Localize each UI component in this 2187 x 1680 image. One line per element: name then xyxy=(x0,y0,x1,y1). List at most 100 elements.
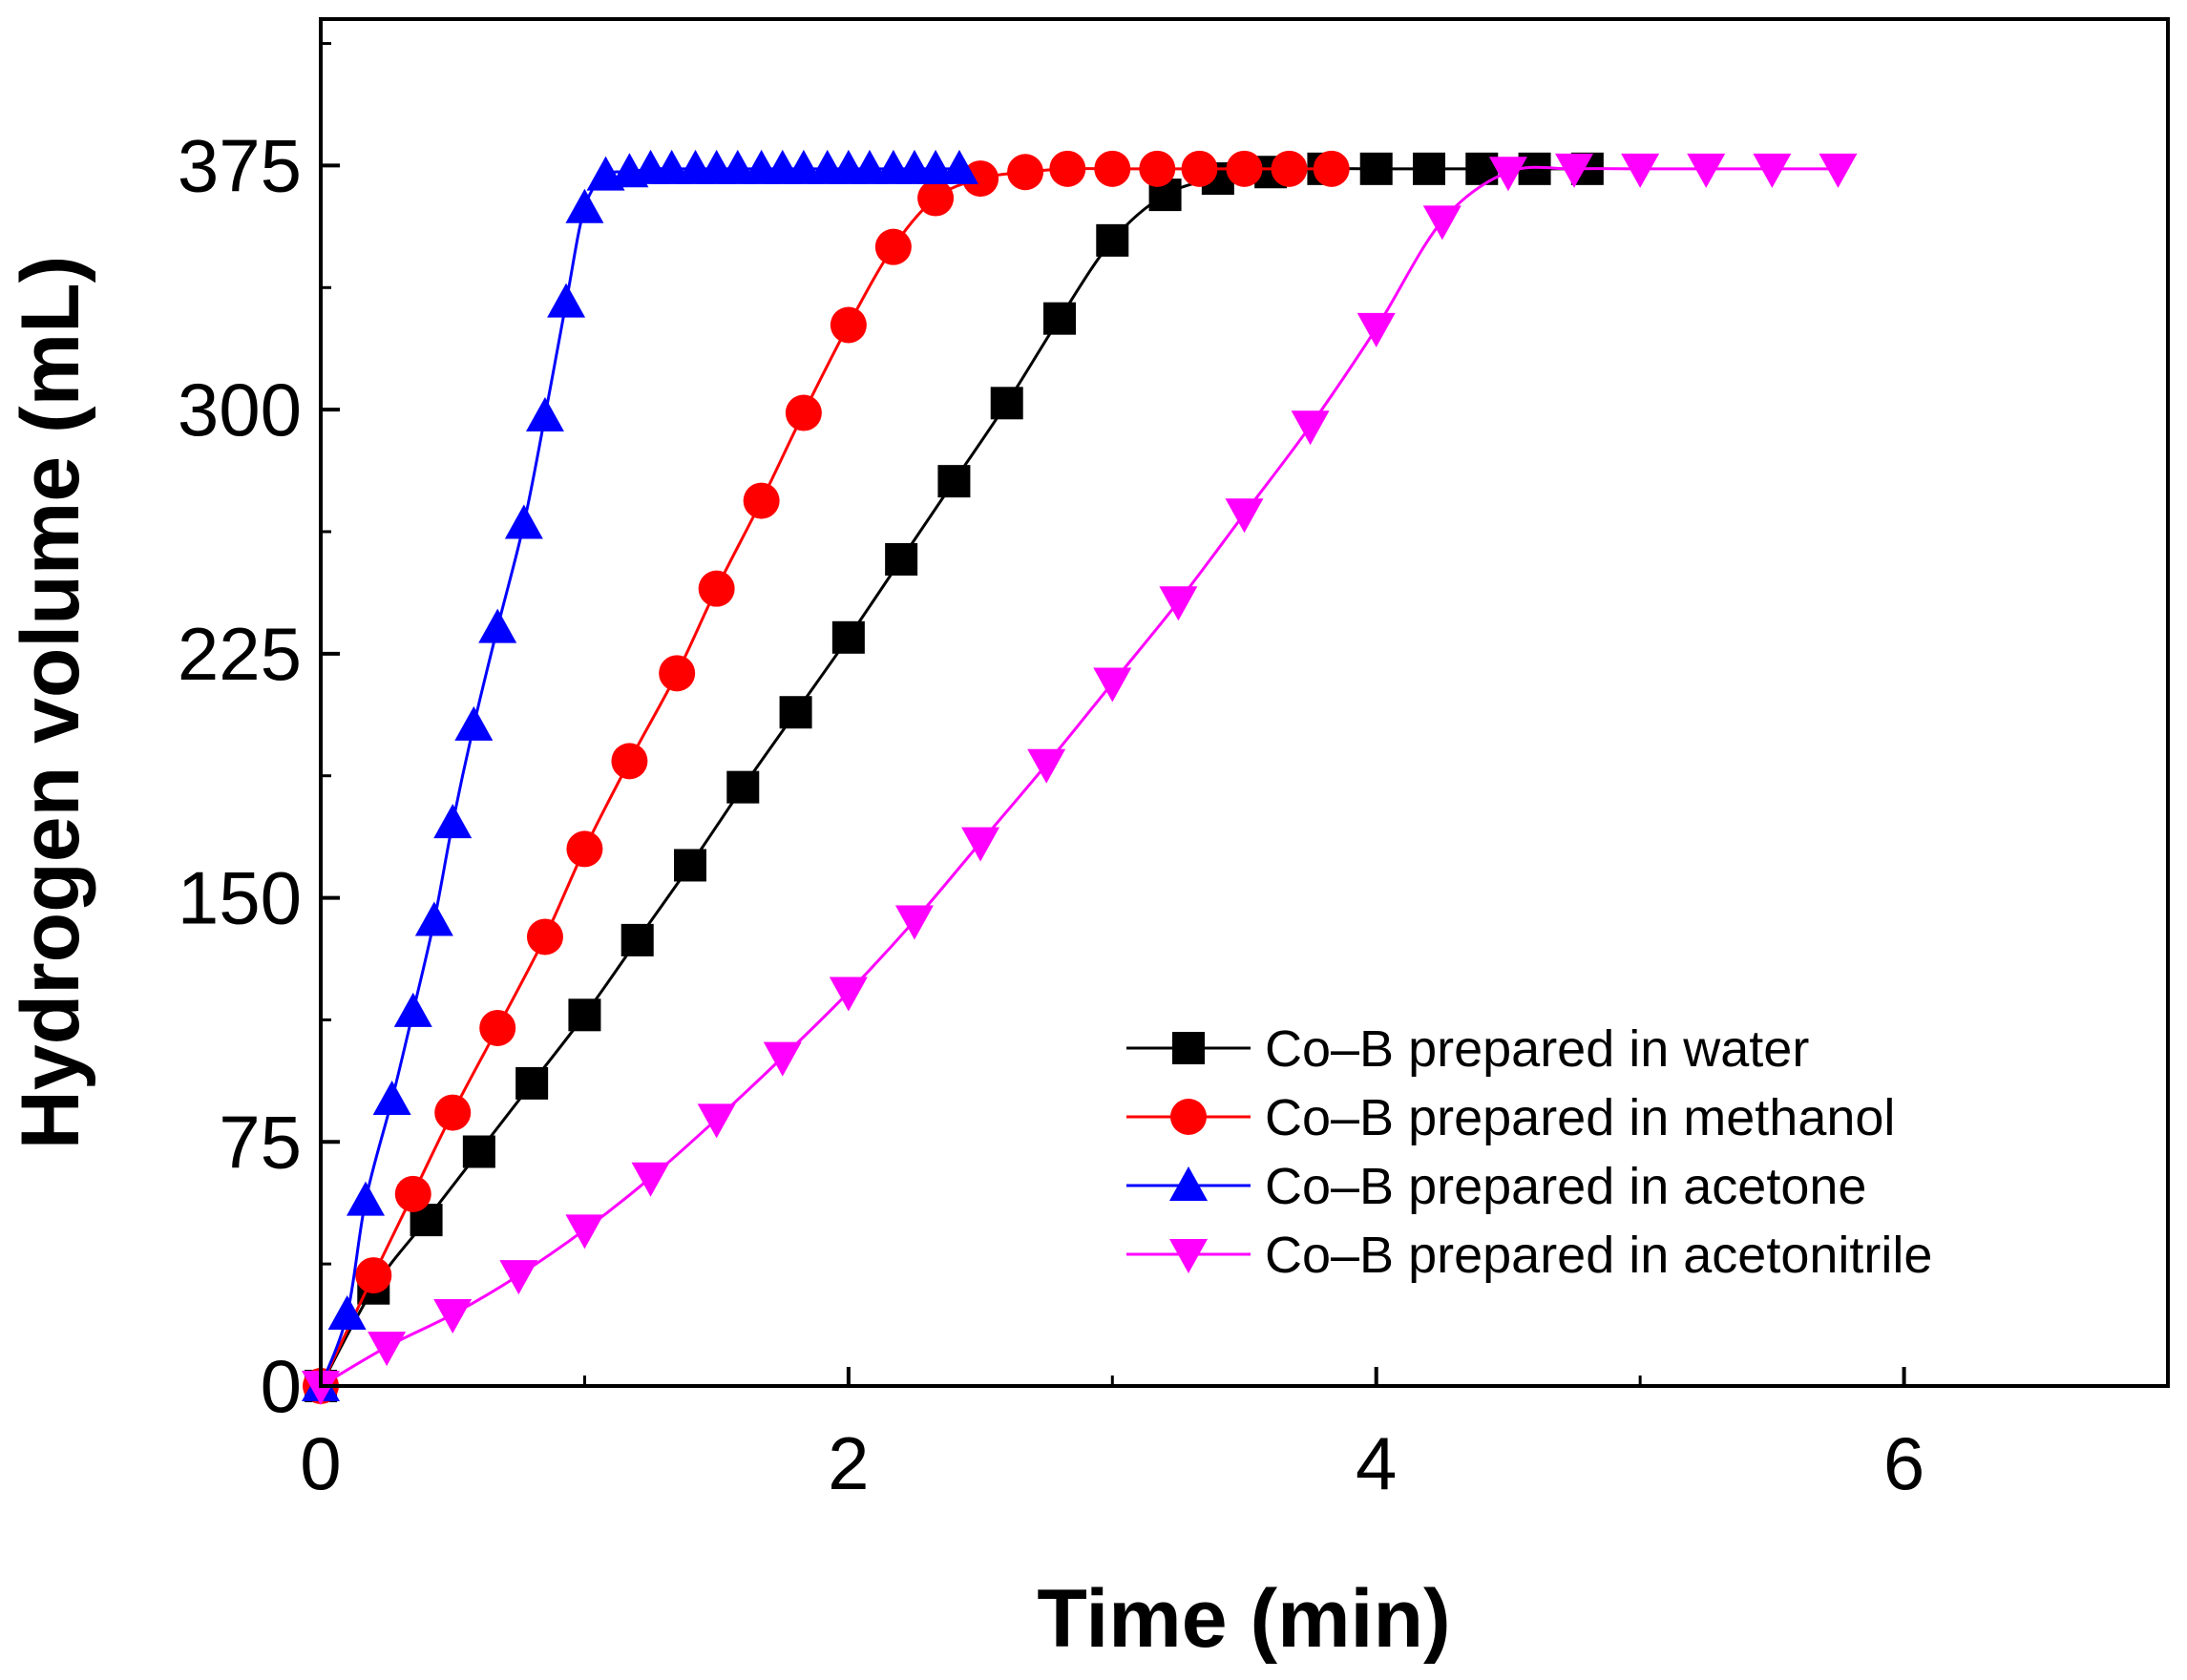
data-point xyxy=(1226,150,1263,187)
data-point xyxy=(1225,498,1264,534)
data-point xyxy=(1049,150,1086,187)
data-point xyxy=(372,1080,411,1115)
data-point xyxy=(1488,157,1527,192)
y-tick-label: 150 xyxy=(178,856,302,940)
data-point xyxy=(1096,223,1129,257)
legend-label: Co–B prepared in water xyxy=(1265,1020,1809,1078)
data-point xyxy=(515,1066,549,1100)
data-point xyxy=(499,1260,538,1295)
data-point xyxy=(478,608,517,643)
data-point xyxy=(433,804,473,839)
series-layer xyxy=(302,149,1858,1405)
data-point xyxy=(394,1175,431,1212)
data-point xyxy=(1359,152,1393,185)
legend-item: Co–B prepared in acetone xyxy=(1126,1158,1866,1215)
data-point xyxy=(1819,153,1858,188)
data-point xyxy=(346,1181,385,1216)
x-tick-label: 2 xyxy=(828,1421,869,1505)
data-point xyxy=(1159,586,1198,621)
data-point xyxy=(962,160,999,198)
legend-label: Co–B prepared in methanol xyxy=(1265,1089,1895,1146)
data-point xyxy=(779,696,812,729)
data-point xyxy=(659,655,696,692)
data-point xyxy=(831,620,865,654)
data-point xyxy=(937,465,971,498)
data-point xyxy=(414,901,453,936)
data-point xyxy=(433,1298,473,1334)
data-point xyxy=(1271,150,1308,187)
data-point xyxy=(1007,154,1044,191)
legend-label: Co–B prepared in acetonitrile xyxy=(1265,1227,1932,1284)
data-point xyxy=(525,396,564,431)
data-point xyxy=(830,306,867,344)
data-point xyxy=(763,1041,802,1077)
data-point xyxy=(611,743,648,780)
data-point xyxy=(1422,205,1462,241)
data-point xyxy=(674,849,706,882)
data-point xyxy=(874,228,912,265)
data-point xyxy=(454,705,494,741)
y-axis-title: Hydrogen volume (mL) xyxy=(5,256,96,1150)
y-tick-label: 0 xyxy=(261,1344,302,1428)
data-point xyxy=(726,770,760,804)
legend-item: Co–B prepared in water xyxy=(1126,1020,1809,1078)
data-point xyxy=(462,1135,495,1168)
legend-marker xyxy=(1169,1239,1208,1273)
data-point xyxy=(698,570,735,607)
data-point xyxy=(785,394,822,431)
x-tick-label: 4 xyxy=(1356,1421,1397,1505)
data-point xyxy=(1139,150,1176,187)
y-tick-label: 225 xyxy=(178,612,302,696)
data-point xyxy=(743,482,780,519)
data-point xyxy=(355,1257,392,1294)
data-point xyxy=(1043,302,1076,335)
data-point xyxy=(1291,410,1330,446)
data-point xyxy=(568,998,601,1032)
data-point xyxy=(566,830,603,868)
legend-marker xyxy=(1169,1166,1208,1201)
data-point xyxy=(1687,153,1726,188)
legend-label: Co–B prepared in acetone xyxy=(1265,1158,1866,1215)
y-tick-label: 75 xyxy=(219,1100,302,1184)
data-point xyxy=(1027,748,1066,784)
data-point xyxy=(697,1103,736,1139)
y-tick-label: 375 xyxy=(178,123,302,207)
data-point xyxy=(1093,667,1132,703)
data-point xyxy=(327,1294,367,1330)
data-point xyxy=(885,542,918,576)
plot-frame xyxy=(319,17,2170,1388)
legend-marker xyxy=(1170,1099,1207,1135)
data-point xyxy=(894,905,934,940)
data-point xyxy=(393,992,432,1027)
data-point xyxy=(1313,150,1350,187)
data-point xyxy=(961,827,1000,862)
series-2 xyxy=(302,149,978,1401)
legend-item: Co–B prepared in methanol xyxy=(1126,1089,1895,1146)
legend: Co–B prepared in water Co–B prepared in m… xyxy=(1126,1020,1932,1284)
data-point xyxy=(565,1214,604,1250)
legend-marker xyxy=(1172,1032,1205,1064)
data-point xyxy=(526,918,563,956)
x-tick-label: 0 xyxy=(300,1421,341,1505)
data-point xyxy=(1181,150,1218,187)
series-line xyxy=(319,167,1332,1387)
data-point xyxy=(917,179,955,217)
series-1 xyxy=(303,150,1350,1404)
x-axis-title: Time (min) xyxy=(1037,1573,1450,1665)
data-point xyxy=(479,1009,516,1046)
data-point xyxy=(434,1094,472,1131)
data-point xyxy=(1094,150,1131,187)
legend-item: Co–B prepared in acetonitrile xyxy=(1126,1227,1932,1284)
data-point xyxy=(1753,153,1792,188)
data-point xyxy=(829,976,868,1012)
data-point xyxy=(939,149,978,184)
series-3 xyxy=(302,153,1858,1405)
axes-layer: 0 75 150 225 300 375 0 2 4 6 xyxy=(178,42,1924,1505)
data-point xyxy=(1356,312,1396,347)
data-point xyxy=(1621,153,1660,188)
data-point xyxy=(990,387,1023,420)
data-point xyxy=(631,1162,670,1197)
data-point xyxy=(620,923,654,956)
